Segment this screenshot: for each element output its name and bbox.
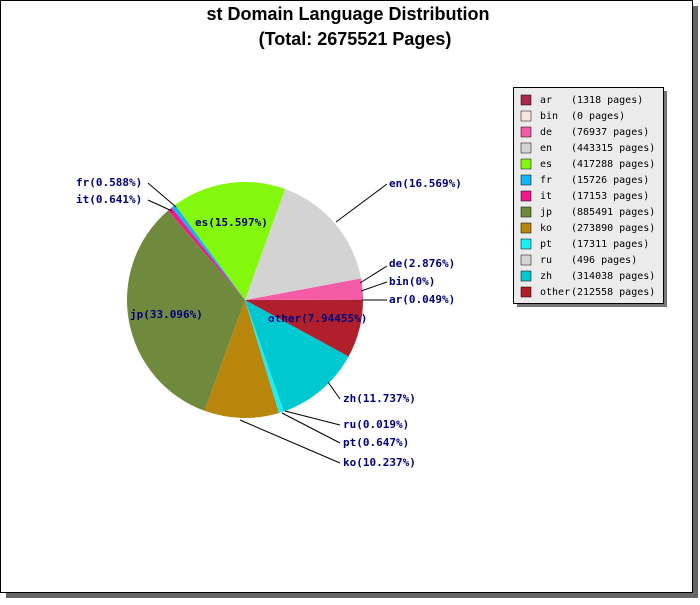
- legend-name: ar: [540, 95, 552, 106]
- legend-swatch: [521, 223, 531, 233]
- slice-label: en(16.569%): [389, 177, 462, 190]
- legend-swatch: [521, 255, 531, 265]
- legend-pages: (76937 pages): [571, 127, 649, 138]
- legend-swatch: [521, 111, 531, 121]
- legend-swatch: [521, 95, 531, 105]
- slice-label: jp(33.096%): [130, 308, 203, 321]
- legend-swatch: [521, 191, 531, 201]
- legend-name: en: [540, 143, 552, 154]
- legend-swatch: [521, 239, 531, 249]
- slice-label: ko(10.237%): [343, 456, 416, 469]
- slice-label: ru(0.019%): [343, 418, 409, 431]
- legend-swatch: [521, 287, 531, 297]
- legend-name: jp: [540, 207, 552, 218]
- legend-name: ru: [540, 255, 552, 266]
- legend-name: it: [540, 191, 552, 202]
- legend-name: pt: [540, 239, 552, 250]
- slice-label: it(0.641%): [76, 193, 142, 206]
- legend-pages: (17311 pages): [571, 239, 649, 250]
- legend-pages: (885491 pages): [571, 207, 655, 218]
- legend-swatch: [521, 127, 531, 137]
- slice-label: other(7.94455%): [268, 312, 367, 325]
- legend-name: bin: [540, 111, 558, 122]
- legend-pages: (0 pages): [571, 111, 625, 122]
- legend-swatch: [521, 207, 531, 217]
- legend-pages: (417288 pages): [571, 159, 655, 170]
- slice-label: bin(0%): [389, 275, 435, 288]
- chart-subtitle: (Total: 2675521 Pages): [259, 29, 452, 49]
- legend-pages: (17153 pages): [571, 191, 649, 202]
- legend-name: fr: [540, 175, 552, 186]
- legend-swatch: [521, 175, 531, 185]
- slice-label: de(2.876%): [389, 257, 455, 270]
- legend-name: ko: [540, 223, 552, 234]
- legend-name: other: [540, 287, 570, 298]
- legend-pages: (443315 pages): [571, 143, 655, 154]
- legend-swatch: [521, 159, 531, 169]
- legend-name: de: [540, 127, 552, 138]
- legend-pages: (496 pages): [571, 255, 637, 266]
- chart-title: st Domain Language Distribution: [206, 4, 489, 24]
- legend-swatch: [521, 143, 531, 153]
- legend-pages: (1318 pages): [571, 95, 643, 106]
- legend-pages: (212558 pages): [571, 287, 655, 298]
- legend-pages: (15726 pages): [571, 175, 649, 186]
- legend-swatch: [521, 271, 531, 281]
- legend-pages: (314038 pages): [571, 271, 655, 282]
- legend-pages: (273890 pages): [571, 223, 655, 234]
- slice-label: es(15.597%): [195, 216, 268, 229]
- legend-name: zh: [540, 271, 552, 282]
- slice-label: fr(0.588%): [76, 176, 142, 189]
- slice-label: ar(0.049%): [389, 293, 455, 306]
- slice-label: zh(11.737%): [343, 392, 416, 405]
- legend-name: es: [540, 159, 552, 170]
- slice-label: pt(0.647%): [343, 436, 409, 449]
